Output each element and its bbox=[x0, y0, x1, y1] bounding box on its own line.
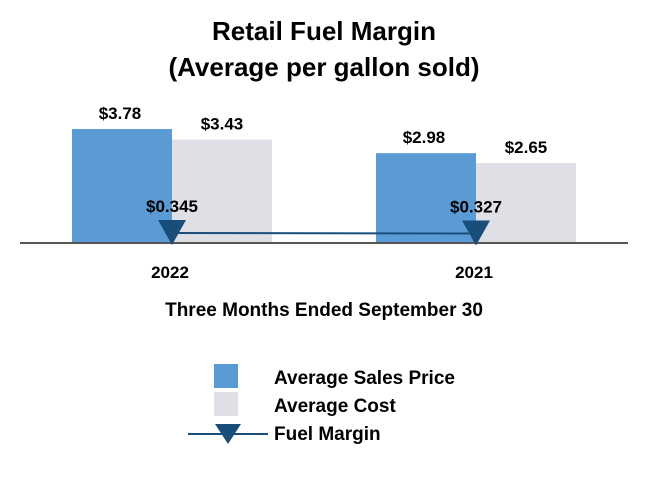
data-label-average-cost-2022: $3.43 bbox=[201, 115, 244, 134]
fuel-margin-marker-2021 bbox=[462, 220, 490, 246]
x-tick-label-2022: 2022 bbox=[151, 263, 189, 282]
x-tick-label-2021: 2021 bbox=[455, 263, 493, 282]
legend-swatch-average-sales-price bbox=[214, 364, 238, 388]
legend-swatch-average-cost bbox=[214, 392, 238, 416]
data-label-average-sales-price-2021: $2.98 bbox=[403, 128, 446, 147]
bar-average-sales-price-2022 bbox=[72, 129, 172, 243]
bar-average-sales-price-2021 bbox=[376, 153, 476, 243]
legend-label-fuel-margin: Fuel Margin bbox=[274, 424, 381, 445]
data-label-average-sales-price-2022: $3.78 bbox=[99, 104, 142, 123]
plot-area: $3.78 $3.43 $2.98 $2.65 $0.345 $0.327 2022 2021 bbox=[20, 104, 628, 282]
chart-title-line-2: (Average per gallon sold) bbox=[168, 52, 479, 82]
data-label-fuel-margin-2022: $0.345 bbox=[146, 197, 198, 216]
bar-average-cost-2021 bbox=[476, 163, 576, 243]
legend: Average Sales Price Average Cost Fuel Ma… bbox=[188, 364, 455, 445]
data-label-fuel-margin-2021: $0.327 bbox=[450, 198, 502, 217]
legend-marker-down-triangle-icon bbox=[215, 424, 241, 444]
bar-average-cost-2022 bbox=[172, 139, 272, 243]
fuel-margin-line bbox=[171, 231, 477, 235]
x-axis-title: Three Months Ended September 30 bbox=[165, 300, 483, 321]
legend-label-average-sales-price: Average Sales Price bbox=[274, 368, 455, 389]
legend-label-average-cost: Average Cost bbox=[274, 396, 396, 417]
data-label-average-cost-2021: $2.65 bbox=[505, 138, 548, 157]
chart-title-line-1: Retail Fuel Margin bbox=[212, 16, 436, 46]
fuel-margin-marker-2022 bbox=[158, 219, 186, 245]
